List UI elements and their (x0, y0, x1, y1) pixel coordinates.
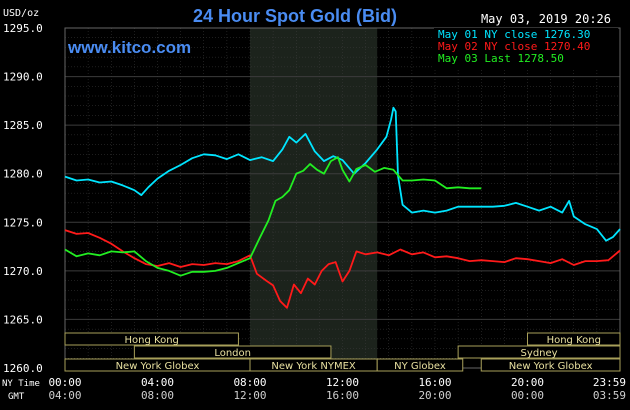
x-tick-label-gmt: 03:59 (593, 389, 626, 402)
session-bar (457, 345, 621, 359)
session-label: London (214, 348, 251, 359)
y-tick-label: 1290.0 (3, 71, 43, 84)
chart-timestamp: May 03, 2019 20:26 (481, 12, 611, 26)
x-axis-ticks: 00:0004:0004:0008:0008:0012:0012:0016:00… (48, 376, 626, 402)
y-tick-label: 1265.0 (3, 313, 43, 326)
chart-title: 24 Hour Spot Gold (Bid) (193, 6, 397, 26)
nymex-highlight (250, 28, 378, 368)
x-tick-label-gmt: 04:00 (48, 389, 81, 402)
x-row-label-ny: NY Time (2, 379, 40, 389)
session-label: New York Globex (116, 361, 200, 372)
series-line-1 (64, 229, 621, 309)
watermark: www.kitco.com (67, 38, 191, 57)
legend-entry-may03: May 03 Last 1278.50 (438, 52, 564, 65)
session-bar (480, 358, 621, 372)
x-tick-label-ny: 08:00 (233, 376, 266, 389)
legend-background (434, 28, 618, 68)
market-sessions: Hong Kong Hong Kong London Sydney New York G… (64, 332, 621, 372)
x-tick-label-gmt: 16:00 (326, 389, 359, 402)
legend-entry-may02: May 02 NY close 1270.40 (438, 40, 590, 53)
session-bar (64, 332, 239, 346)
session-bar (527, 332, 621, 346)
x-tick-label-ny: 23:59 (593, 376, 626, 389)
session-label: New York NYMEX (271, 361, 356, 372)
x-tick-label-ny: 00:00 (48, 376, 81, 389)
y-tick-label: 1270.0 (3, 265, 43, 278)
session-label: Hong Kong (547, 335, 601, 346)
highlight-band (250, 28, 378, 368)
x-tick-label-ny: 12:00 (326, 376, 359, 389)
y-tick-label: 1295.0 (3, 22, 43, 35)
y-axis-ticks: 1295.0 1290.0 1285.0 1280.0 1275.0 1270.0 1265… (3, 22, 43, 375)
y-tick-label: 1260.0 (3, 362, 43, 375)
y-tick-label: 1280.0 (3, 168, 43, 181)
legend-entry-may01: May 01 NY close 1276.30 (438, 28, 590, 41)
x-tick-label-ny: 20:00 (511, 376, 544, 389)
x-tick-label-gmt: 20:00 (418, 389, 451, 402)
x-tick-label-gmt: 12:00 (233, 389, 266, 402)
x-tick-label-gmt: 00:00 (511, 389, 544, 402)
x-tick-label-ny: 04:00 (141, 376, 174, 389)
x-tick-label-ny: 16:00 (418, 376, 451, 389)
series-lines (64, 106, 621, 309)
y-tick-label: 1275.0 (3, 216, 43, 229)
session-bar (376, 358, 464, 372)
legend: May 01 NY close 1276.30 May 02 NY close … (434, 28, 618, 68)
series-line-2 (64, 156, 482, 277)
session-label: Sydney (521, 348, 558, 359)
session-label: NY Globex (394, 361, 446, 372)
session-label: New York Globex (509, 361, 593, 372)
x-row-label-gmt: GMT (8, 392, 25, 402)
session-label: Hong Kong (125, 335, 179, 346)
x-tick-label-gmt: 08:00 (141, 389, 174, 402)
y-axis-label: USD/oz (3, 8, 39, 19)
y-tick-label: 1285.0 (3, 119, 43, 132)
session-bar (133, 345, 332, 359)
